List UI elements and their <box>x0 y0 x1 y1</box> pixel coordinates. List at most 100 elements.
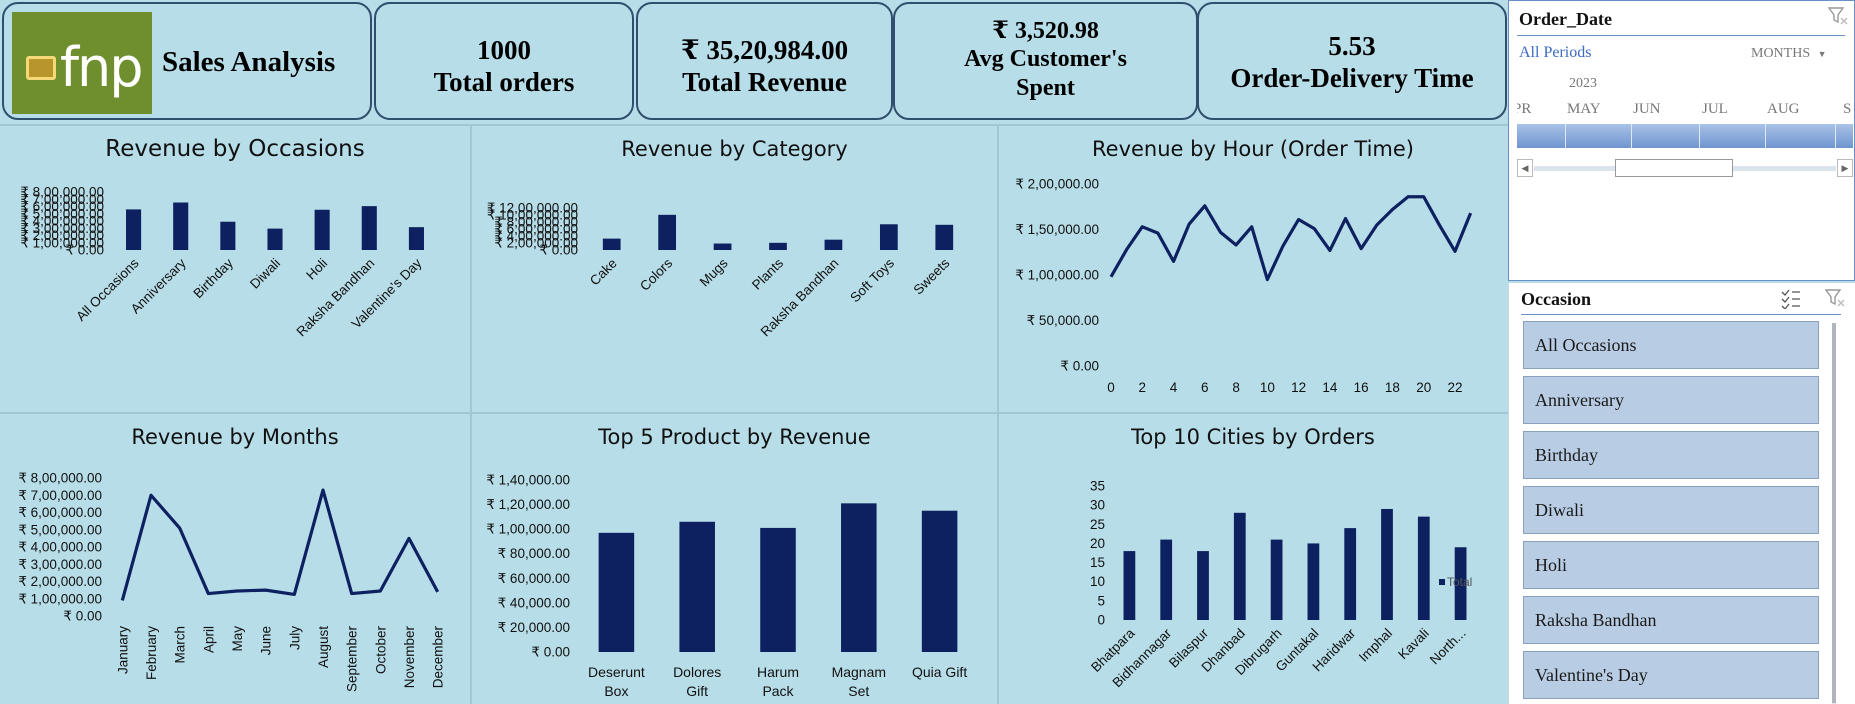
y-tick-label: ₹ 6,00,000.00 <box>20 199 104 214</box>
y-tick-label: ₹ 60,000.00 <box>498 571 570 586</box>
bar <box>408 227 424 250</box>
bar <box>220 221 236 250</box>
bar <box>1270 539 1283 620</box>
top-cities-chart: Top 10 Cities by Orders05101520253035Bha… <box>1088 425 1472 690</box>
occasion-slicer-title: Occasion <box>1521 289 1591 309</box>
bar <box>1381 508 1393 620</box>
chart-title: Revenue by Category <box>621 137 848 161</box>
scroll-right-icon[interactable]: ▶ <box>1837 159 1853 177</box>
y-tick-label: ₹ 2,00,000.00 <box>18 574 102 589</box>
bar <box>602 238 621 250</box>
occasion-item-all-occasions[interactable]: All Occasions <box>1523 321 1819 369</box>
y-tick-label: ₹ 4,00,000.00 <box>20 214 104 229</box>
title-card: fnp Sales Analysis <box>2 2 372 120</box>
x-tick-label: November <box>402 626 417 689</box>
timeline-year: 2023 <box>1569 76 1597 91</box>
revenue-by-occasions-chart: Revenue by Occasions₹ 0.00₹ 1,00,000.00₹… <box>20 136 424 339</box>
scroll-thumb[interactable] <box>1832 323 1836 703</box>
kpi-label: Avg Customer's Spent <box>964 46 1127 101</box>
y-tick-label: ₹ 0.00 <box>65 243 104 258</box>
x-tick-label: Birthday <box>190 255 236 301</box>
occasion-item-diwali[interactable]: Diwali <box>1523 486 1819 534</box>
x-tick-label: 12 <box>1291 380 1306 395</box>
slicer-scrollbar[interactable] <box>1832 323 1836 704</box>
kpi-avg-spent: ₹ 3,520.98 Avg Customer's Spent <box>893 2 1198 120</box>
x-tick-label: 0 <box>1107 380 1115 395</box>
divider <box>0 124 1510 126</box>
y-tick-label: ₹ 0.00 <box>1060 359 1099 374</box>
bar <box>935 224 954 250</box>
legend-label: Total <box>1447 575 1472 589</box>
x-tick-label: March <box>173 626 188 664</box>
x-tick-label: Imphal <box>1356 626 1395 665</box>
bar <box>760 527 796 652</box>
chart-panel-products: Top 5 Product by Revenue ₹ 0.00 ₹ 20,000.0… <box>472 414 997 704</box>
y-tick-label: ₹ 1,00,000.00 <box>18 591 102 606</box>
clear-filter-icon[interactable] <box>1827 5 1849 27</box>
revenue-by-hour-chart: Revenue by Hour (Order Time) ₹ 0.00 ₹ 50,0… <box>1015 137 1473 395</box>
y-tick-label: ₹ 3,00,000.00 <box>20 221 104 236</box>
month-label: JUL <box>1702 101 1728 117</box>
bar <box>824 239 843 250</box>
y-tick-label: 20 <box>1090 536 1105 551</box>
timeline-scrollbar[interactable]: ◀ ▶ <box>1517 159 1853 177</box>
bar <box>1344 528 1357 620</box>
bar <box>713 243 732 250</box>
y-tick-label: ₹ 0.00 <box>539 243 578 258</box>
all-periods-link[interactable]: All Periods <box>1519 44 1592 61</box>
y-tick-label: ₹ 2,00,000.00 <box>20 228 104 243</box>
bar <box>314 209 330 250</box>
y-tick-label: ₹ 2,00,000.00 <box>494 236 578 251</box>
y-tick-label: ₹ 1,40,000.00 <box>486 473 570 488</box>
y-tick-label: ₹ 8,00,000.00 <box>18 471 102 486</box>
x-tick-label: Sweets <box>910 255 952 297</box>
bar <box>361 206 377 250</box>
clear-filter-icon[interactable] <box>1824 287 1846 309</box>
divider <box>0 412 1510 414</box>
scroll-thumb[interactable] <box>1615 159 1733 177</box>
divider <box>1521 314 1841 315</box>
kpi-value: ₹ 35,20,984.00 <box>680 35 849 65</box>
occasion-item-holi[interactable]: Holi <box>1523 541 1819 589</box>
y-tick-label: ₹ 6,00,000.00 <box>18 505 102 520</box>
bar <box>879 224 898 250</box>
y-tick-label: ₹ 0.00 <box>531 645 570 660</box>
x-tick-label: Holi <box>303 256 330 283</box>
bar <box>598 532 635 652</box>
timeline-selection-bar[interactable] <box>1517 124 1853 148</box>
kpi-label: Total Revenue <box>682 67 847 97</box>
x-tick-label: January <box>115 626 130 674</box>
chart-title: Revenue by Hour (Order Time) <box>1092 137 1414 161</box>
occasion-item-anniversary[interactable]: Anniversary <box>1523 376 1819 424</box>
chart-title: Revenue by Months <box>131 425 338 449</box>
gift-box-icon <box>26 56 56 80</box>
bar <box>841 503 877 652</box>
x-tick-label: Mugs <box>697 255 731 289</box>
x-tick-label: 2 <box>1139 380 1147 395</box>
y-tick-label: ₹ 1,20,000.00 <box>486 497 570 512</box>
x-tick-label: Cake <box>587 256 620 289</box>
y-tick-label: 5 <box>1097 593 1105 608</box>
y-tick-label: ₹ 4,00,000.00 <box>494 229 578 244</box>
occasion-slicer[interactable]: Occasion All Occasions Anniversary Birth… <box>1508 283 1855 704</box>
x-tick-label: Magnam <box>832 664 886 680</box>
multi-select-icon[interactable] <box>1780 287 1802 309</box>
occasion-item-valentines-day[interactable]: Valentine's Day <box>1523 651 1819 699</box>
occasion-item-birthday[interactable]: Birthday <box>1523 431 1819 479</box>
occasion-item-raksha-bandhan[interactable]: Raksha Bandhan <box>1523 596 1819 644</box>
order-date-timeline[interactable]: Order_Date All Periods MONTHS ▼ 2023 PR … <box>1508 0 1855 281</box>
month-label: MAY <box>1567 101 1601 117</box>
fnp-logo: fnp <box>12 12 152 114</box>
chart-panel-cities: Top 10 Cities by Orders 0 5 10 15 20 25 30 35 Bha… <box>999 414 1507 704</box>
bar <box>1123 551 1136 620</box>
period-unit-dropdown[interactable]: MONTHS ▼ <box>1751 46 1827 62</box>
x-tick-label: 14 <box>1322 380 1338 395</box>
page-title: Sales Analysis <box>162 46 336 78</box>
y-tick-label: ₹ 5,00,000.00 <box>20 206 104 221</box>
bar <box>1417 516 1430 620</box>
x-tick-label: April <box>201 626 216 653</box>
divider <box>1517 35 1845 36</box>
top-products-chart: Top 5 Product by Revenue ₹ 0.00 ₹ 20,000.0… <box>486 425 967 699</box>
timeline-month-labels: PR MAY JUN JUL AUG S <box>1517 101 1853 121</box>
scroll-left-icon[interactable]: ◀ <box>1517 159 1533 177</box>
